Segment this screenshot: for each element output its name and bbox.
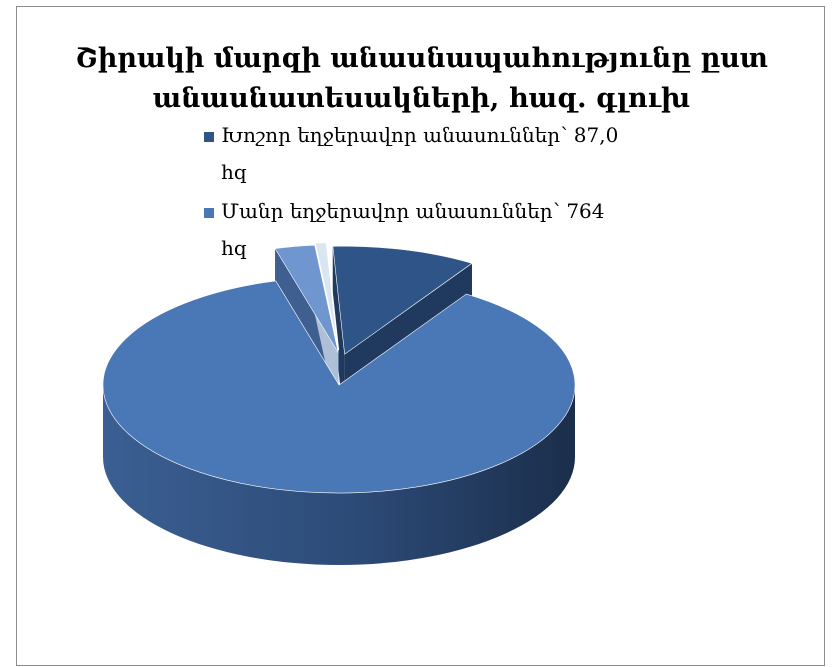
legend-label-large-cattle: Խոշոր եղջերավոր անասուններ՝ 87,0 <box>221 123 619 147</box>
pie-slice-1 <box>102 280 576 494</box>
pie-slice-side-1 <box>103 385 575 565</box>
chart-title-line-2: անասնատեսակների, հազ. գլուխ <box>152 83 691 114</box>
legend-unit-small-cattle: hq <box>221 236 247 260</box>
pie-chart <box>102 241 576 565</box>
legend-swatch-small-cattle <box>204 208 214 218</box>
pie-slice-0 <box>332 245 473 355</box>
pie-slice-3 <box>313 241 340 351</box>
pie-slice-wall-0-0 <box>332 246 345 427</box>
legend-swatch-large-cattle <box>204 132 214 142</box>
chart-title-line-1: Շիրակի մարզի անասնապահությունը ըստ <box>75 43 768 74</box>
legend-unit-large-cattle: hq <box>221 160 247 184</box>
chart-frame: Շիրակի մարզի անասնապահությունը ըստ անասն… <box>16 6 825 666</box>
legend-label-small-cattle: Մանր եղջերավոր անասուններ՝ 764 <box>221 199 605 223</box>
